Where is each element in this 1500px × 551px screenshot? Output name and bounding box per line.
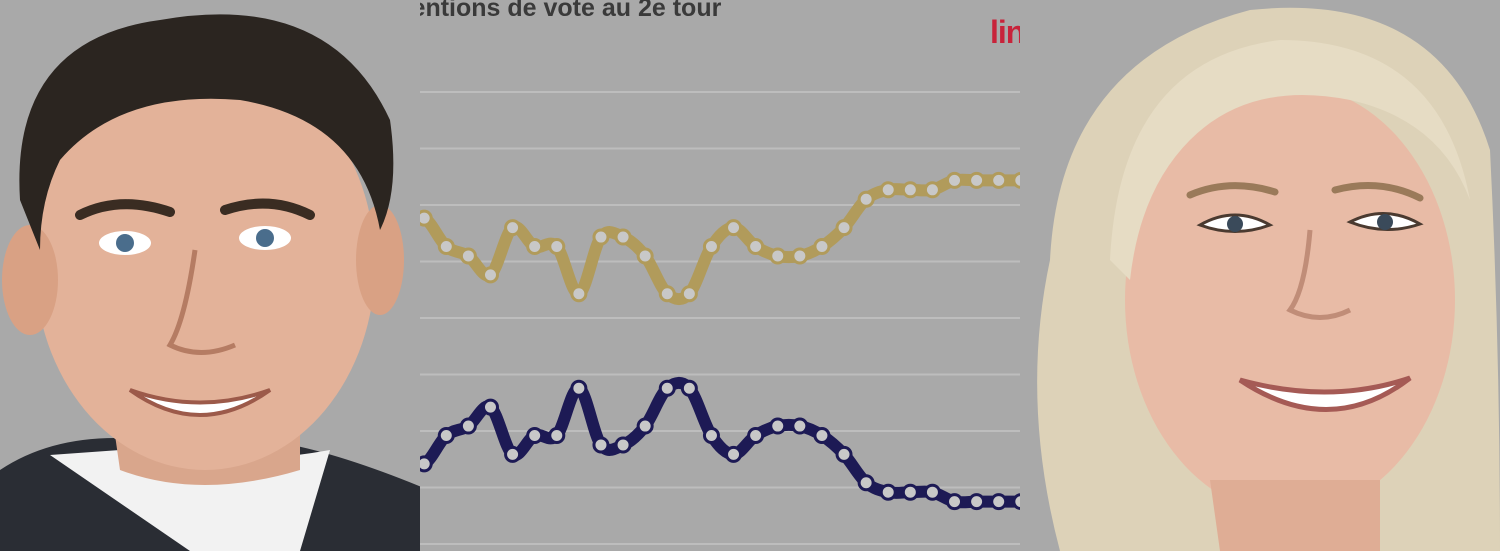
series-2-point-26 xyxy=(923,483,941,501)
series-1-point-13 xyxy=(636,247,654,265)
series-1-point-26 xyxy=(923,181,941,199)
series-1-point-4 xyxy=(437,238,455,255)
series-2-point-6 xyxy=(481,398,499,416)
series-2-point-19 xyxy=(769,417,787,435)
series-1-point-15 xyxy=(680,285,698,303)
series-2-point-25 xyxy=(901,483,919,501)
series-1-point-19 xyxy=(769,247,787,265)
series-1-point-7 xyxy=(504,219,522,237)
series-1-point-6 xyxy=(481,266,499,284)
series-2-point-16 xyxy=(702,427,720,444)
series-2-point-12 xyxy=(614,436,632,454)
series-1-point-18 xyxy=(747,238,765,255)
series-2-point-17 xyxy=(725,445,743,463)
series-1-point-28 xyxy=(968,171,986,189)
series-1-point-29 xyxy=(990,171,1008,189)
series-1-point-27 xyxy=(946,171,964,189)
chart-title: Intentions de vote au 2e tour xyxy=(381,0,722,22)
man-portrait-icon xyxy=(0,0,420,551)
series-2-point-27 xyxy=(946,493,964,511)
chart-gridlines xyxy=(380,91,1080,545)
series-1-point-25 xyxy=(901,181,919,199)
chart-series-group xyxy=(371,171,1074,511)
series-2-point-7 xyxy=(504,445,522,463)
series-2-point-11 xyxy=(592,436,610,454)
series-2-point-23 xyxy=(857,474,875,492)
series-2-point-13 xyxy=(636,417,654,435)
series-2-point-15 xyxy=(680,379,698,397)
series-2-point-18 xyxy=(747,427,765,444)
series-2-point-22 xyxy=(835,445,853,463)
series-line-1 xyxy=(374,173,1071,306)
series-2-point-29 xyxy=(990,493,1008,511)
series-1-point-9 xyxy=(548,238,566,255)
series-1-point-24 xyxy=(879,181,897,199)
series-2-point-14 xyxy=(658,379,676,397)
series-2-point-8 xyxy=(526,427,544,444)
series-2-point-20 xyxy=(791,417,809,435)
series-1-point-16 xyxy=(702,238,720,255)
series-2-point-28 xyxy=(968,493,986,511)
series-1-point-22 xyxy=(835,219,853,237)
series-1-point-11 xyxy=(592,228,610,246)
series-line-2 xyxy=(374,376,1071,509)
series-2-point-9 xyxy=(548,427,566,444)
right-candidate-photo xyxy=(1020,0,1500,551)
series-2-point-21 xyxy=(813,427,831,444)
series-1-point-5 xyxy=(459,247,477,265)
series-1-point-14 xyxy=(658,285,676,303)
left-candidate-photo xyxy=(0,0,420,551)
series-1-point-17 xyxy=(725,219,743,237)
woman-portrait-icon xyxy=(1020,0,1500,551)
series-2-point-5 xyxy=(459,417,477,435)
series-1-point-23 xyxy=(857,190,875,208)
series-1-point-12 xyxy=(614,228,632,246)
series-2-point-10 xyxy=(570,379,588,397)
series-1-point-20 xyxy=(791,247,809,265)
series-2-point-24 xyxy=(879,483,897,501)
series-1-point-10 xyxy=(570,285,588,303)
series-2-point-4 xyxy=(437,427,455,444)
series-1-point-8 xyxy=(526,238,544,255)
series-1-point-21 xyxy=(813,238,831,255)
